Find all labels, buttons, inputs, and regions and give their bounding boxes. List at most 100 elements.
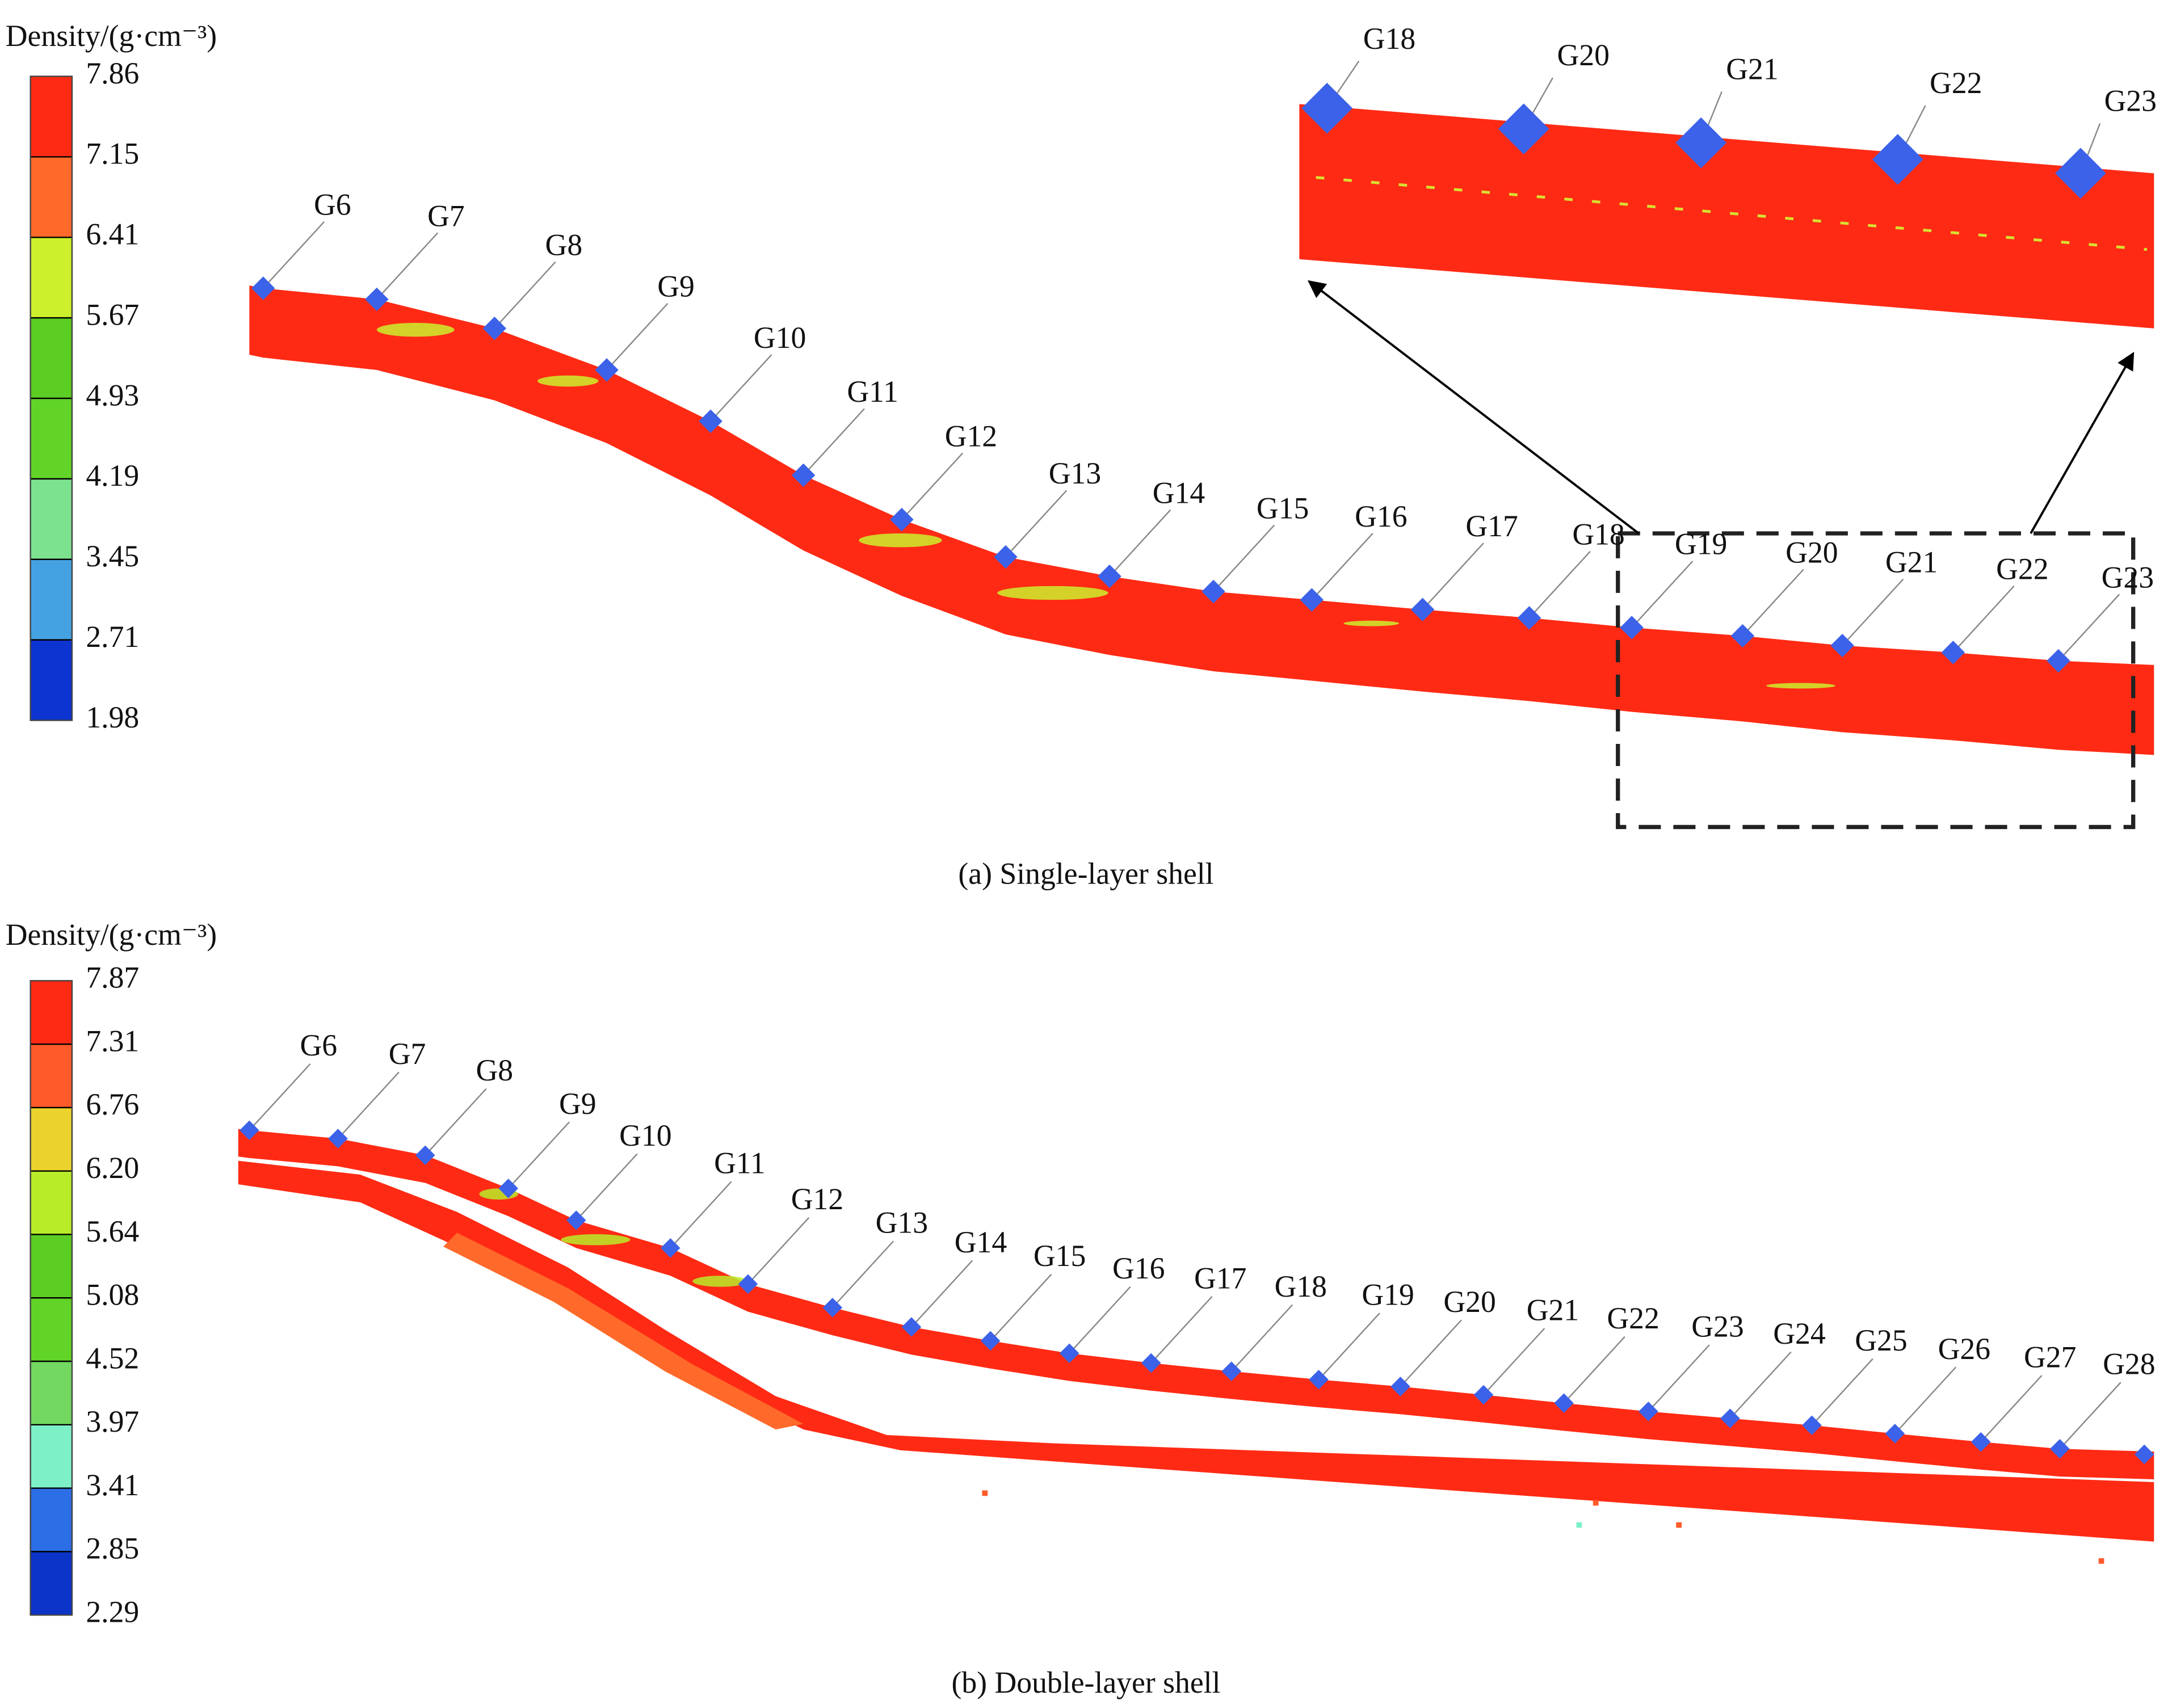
colorbar-label: 5.67 xyxy=(86,297,139,331)
gauge-marker xyxy=(2050,1439,2070,1459)
low-density-streak xyxy=(537,375,599,387)
gauge-marker xyxy=(980,1331,1001,1351)
leader-line xyxy=(1648,1344,1710,1412)
shell xyxy=(238,1160,2154,1542)
leader-line xyxy=(494,261,556,329)
colorbar-segment xyxy=(30,640,72,721)
debris xyxy=(1676,1522,1682,1528)
debris xyxy=(2098,1558,2104,1564)
low-density-streak xyxy=(1343,620,1400,626)
debris xyxy=(1576,1522,1582,1528)
leader-line xyxy=(262,221,325,289)
colorbar-label: 5.08 xyxy=(86,1278,139,1312)
gauge-label: G26 xyxy=(1938,1332,1990,1366)
colorbar-label: 3.97 xyxy=(86,1404,139,1438)
gauge-label: G24 xyxy=(1773,1316,1825,1351)
gauge-label: G22 xyxy=(1996,552,2048,586)
low-density-streak xyxy=(997,586,1108,600)
debris xyxy=(982,1490,988,1496)
gauge-marker xyxy=(251,276,275,300)
colorbar-segment xyxy=(30,1551,72,1616)
leader-line xyxy=(1631,560,1694,628)
colorbar-label: 6.41 xyxy=(86,217,139,251)
gauge-marker xyxy=(365,287,389,312)
leader-line xyxy=(1422,542,1484,611)
gauge-marker xyxy=(1872,134,1923,185)
caption: (b) Double-layer shell xyxy=(951,1665,1220,1699)
gauge-marker xyxy=(1971,1432,1991,1452)
colorbar-segment xyxy=(30,318,72,399)
gauge-label: G23 xyxy=(2104,84,2157,118)
colorbar-label: 2.85 xyxy=(86,1532,139,1566)
gauge-label: G22 xyxy=(1930,66,1982,100)
leader-line xyxy=(990,1273,1052,1341)
gauge-marker xyxy=(1720,1408,1740,1428)
gauge-marker xyxy=(1639,1402,1658,1421)
colorbar-label: 2.29 xyxy=(86,1595,139,1629)
leader-line xyxy=(1742,569,1804,637)
colorbar-segment xyxy=(30,1488,72,1552)
colorbar-segment xyxy=(30,1424,72,1488)
gauge-label: G28 xyxy=(2103,1347,2155,1381)
colorbar-label: 7.86 xyxy=(86,56,139,90)
gauge-marker xyxy=(1473,1385,1494,1405)
leader-line xyxy=(1811,1358,1873,1426)
gauge-label: G19 xyxy=(1362,1278,1414,1312)
gauge-marker xyxy=(1059,1343,1079,1364)
gauge-marker xyxy=(1830,633,1854,658)
caption: (a) Single-layer shell xyxy=(958,857,1213,891)
colorbar-segment xyxy=(30,981,72,1045)
zoom-arrow xyxy=(1307,280,1640,535)
gauge-label: G12 xyxy=(945,419,997,453)
gauge-marker xyxy=(1098,564,1121,588)
leader-line xyxy=(710,354,772,422)
gauge-marker xyxy=(738,1274,758,1294)
gauge-label: G8 xyxy=(545,228,583,262)
gauge-label: G21 xyxy=(1726,52,1778,86)
colorbar-label: 6.20 xyxy=(86,1151,139,1185)
leader-line xyxy=(1230,1304,1293,1372)
leader-line xyxy=(1005,490,1068,558)
shell xyxy=(238,1129,2154,1479)
gauge-marker xyxy=(1802,1415,1822,1436)
gauge-label: G7 xyxy=(427,199,465,233)
leader-line xyxy=(911,1260,973,1328)
gauge-marker xyxy=(1141,1353,1161,1373)
leader-line xyxy=(1729,1351,1792,1419)
leader-line xyxy=(1318,1312,1380,1381)
gauge-label: G9 xyxy=(657,270,695,304)
leader-line xyxy=(1311,533,1373,600)
colorbar-label: 5.64 xyxy=(86,1214,139,1248)
leader-line xyxy=(1528,550,1591,619)
inset-streak xyxy=(1316,176,2148,251)
gauge-label: G20 xyxy=(1443,1285,1495,1319)
leader-line xyxy=(1563,1336,1625,1404)
colorbar-segment xyxy=(30,76,72,157)
low-density-streak xyxy=(859,533,942,548)
leader-line xyxy=(1400,1319,1462,1387)
gauge-label: G17 xyxy=(1465,509,1518,543)
leader-line xyxy=(1980,1375,2043,1442)
colorbar-label: 7.87 xyxy=(86,961,139,995)
gauge-label: G18 xyxy=(1572,518,1624,552)
leader-line xyxy=(337,1071,400,1139)
gauge-label: G18 xyxy=(1275,1269,1327,1303)
gauge-label: G8 xyxy=(476,1053,514,1087)
colorbar-label: 3.45 xyxy=(86,539,139,573)
leader-line xyxy=(2059,1382,2121,1450)
gauge-label: G20 xyxy=(1786,535,1838,569)
colorbar-label: 7.31 xyxy=(86,1024,139,1058)
gauge-label: G13 xyxy=(876,1206,928,1240)
gauge-label: G10 xyxy=(754,321,806,355)
gauge-label: G18 xyxy=(1363,22,1415,56)
shell xyxy=(249,285,2154,755)
gauge-label: G7 xyxy=(389,1037,426,1071)
gauge-marker xyxy=(901,1317,922,1337)
gauge-label: G23 xyxy=(1691,1310,1744,1344)
leader-line xyxy=(1483,1328,1545,1395)
colorbar-label: 4.19 xyxy=(86,458,139,493)
leader-line xyxy=(606,303,669,371)
gauge-label: G15 xyxy=(1034,1239,1086,1273)
